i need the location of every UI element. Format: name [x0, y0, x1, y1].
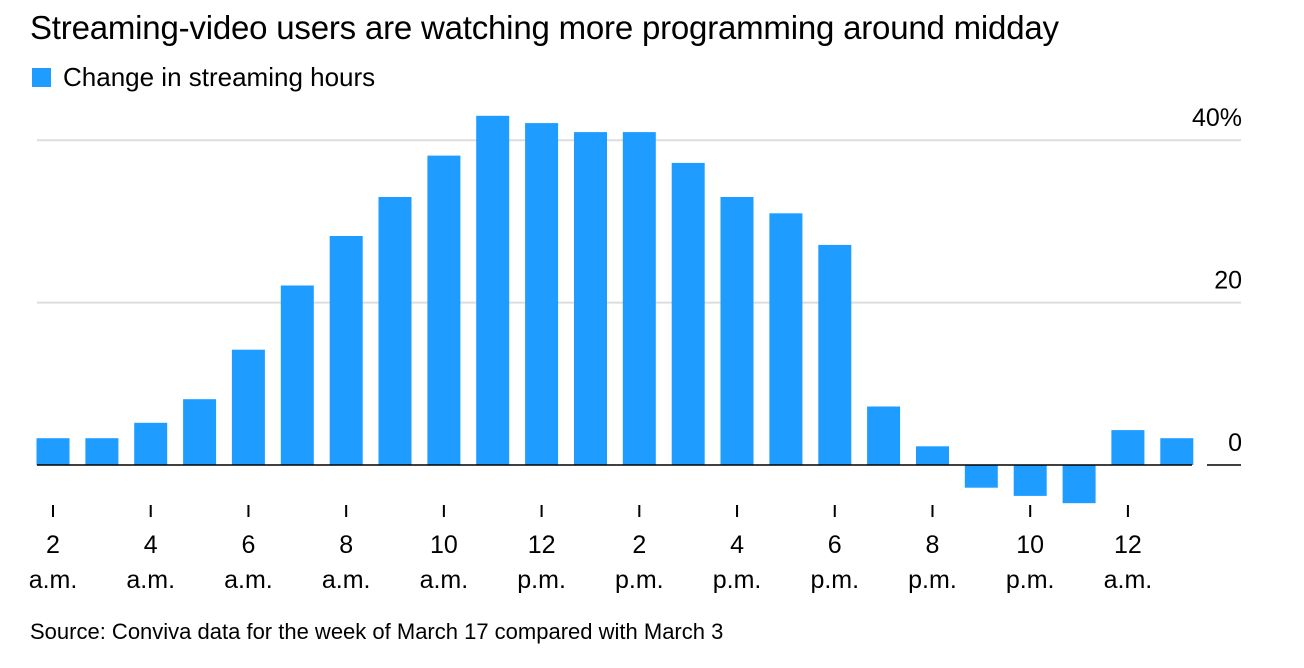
x-tick-sublabel: p.m. [908, 566, 957, 594]
x-axis: 2 a.m. 4 a.m. 6 a.m. 8 a.m. 10 a.m. 12 p.m. 2 p.m. 4 p.… [29, 464, 1241, 594]
bar [476, 115, 510, 466]
y-axis-labels: 40% 20 0 [1192, 104, 1242, 457]
x-tick-label: 6 [241, 531, 255, 559]
x-tick-label: 4 [144, 531, 158, 559]
bar [525, 123, 559, 465]
bar [134, 422, 168, 465]
bar [1062, 465, 1096, 504]
bar [231, 349, 265, 465]
bar [916, 446, 949, 465]
bar [867, 406, 901, 465]
x-tick-sublabel: p.m. [517, 566, 566, 594]
x-tick-sublabel: a.m. [420, 566, 469, 594]
x-tick-label: 2 [46, 531, 60, 559]
bar [329, 236, 363, 465]
x-tick-sublabel: a.m. [224, 566, 273, 594]
legend-label: Change in streaming hours [63, 62, 376, 92]
legend-swatch [32, 67, 51, 87]
x-tick-sublabel: p.m. [1006, 566, 1055, 594]
x-tick-sublabel: p.m. [615, 566, 664, 594]
y-tick-label: 40% [1192, 104, 1242, 132]
x-tick-label: 8 [926, 531, 940, 559]
x-tick-sublabel: a.m. [126, 566, 175, 594]
x-tick-sublabel: p.m. [713, 566, 762, 594]
x-tick-label: 10 [1016, 531, 1044, 559]
x-tick-label: 2 [632, 531, 646, 559]
x-tick-sublabel: a.m. [322, 566, 371, 594]
bar [36, 438, 70, 465]
x-tick-sublabel: a.m. [1104, 566, 1153, 594]
bar [183, 399, 217, 465]
x-tick-label: 6 [828, 531, 842, 559]
y-tick-label: 0 [1228, 429, 1242, 457]
x-tick-label: 10 [430, 531, 458, 559]
bar [1013, 465, 1047, 496]
bar [574, 132, 607, 465]
x-tick-sublabel: p.m. [810, 566, 859, 594]
bar [1160, 438, 1194, 465]
x-tick-label: 4 [730, 531, 744, 559]
bar [622, 132, 656, 465]
source-note: Source: Conviva data for the week of Mar… [30, 619, 724, 644]
bar [1111, 430, 1145, 465]
bar [818, 244, 852, 465]
x-tick-sublabel: a.m. [29, 566, 78, 594]
bar [378, 197, 412, 465]
bar [720, 197, 754, 465]
bars [36, 115, 1194, 504]
y-tick-label: 20 [1214, 267, 1242, 295]
bar [427, 155, 461, 465]
bar [964, 465, 998, 488]
x-tick-label: 12 [528, 531, 556, 559]
legend: Change in streaming hours [32, 62, 375, 92]
bar [769, 213, 803, 465]
chart-title: Streaming-video users are watching more … [30, 9, 1059, 46]
x-tick-label: 12 [1114, 531, 1142, 559]
bar [85, 438, 119, 465]
x-tick-label: 8 [339, 531, 353, 559]
bar [671, 162, 705, 465]
bar [280, 285, 314, 465]
